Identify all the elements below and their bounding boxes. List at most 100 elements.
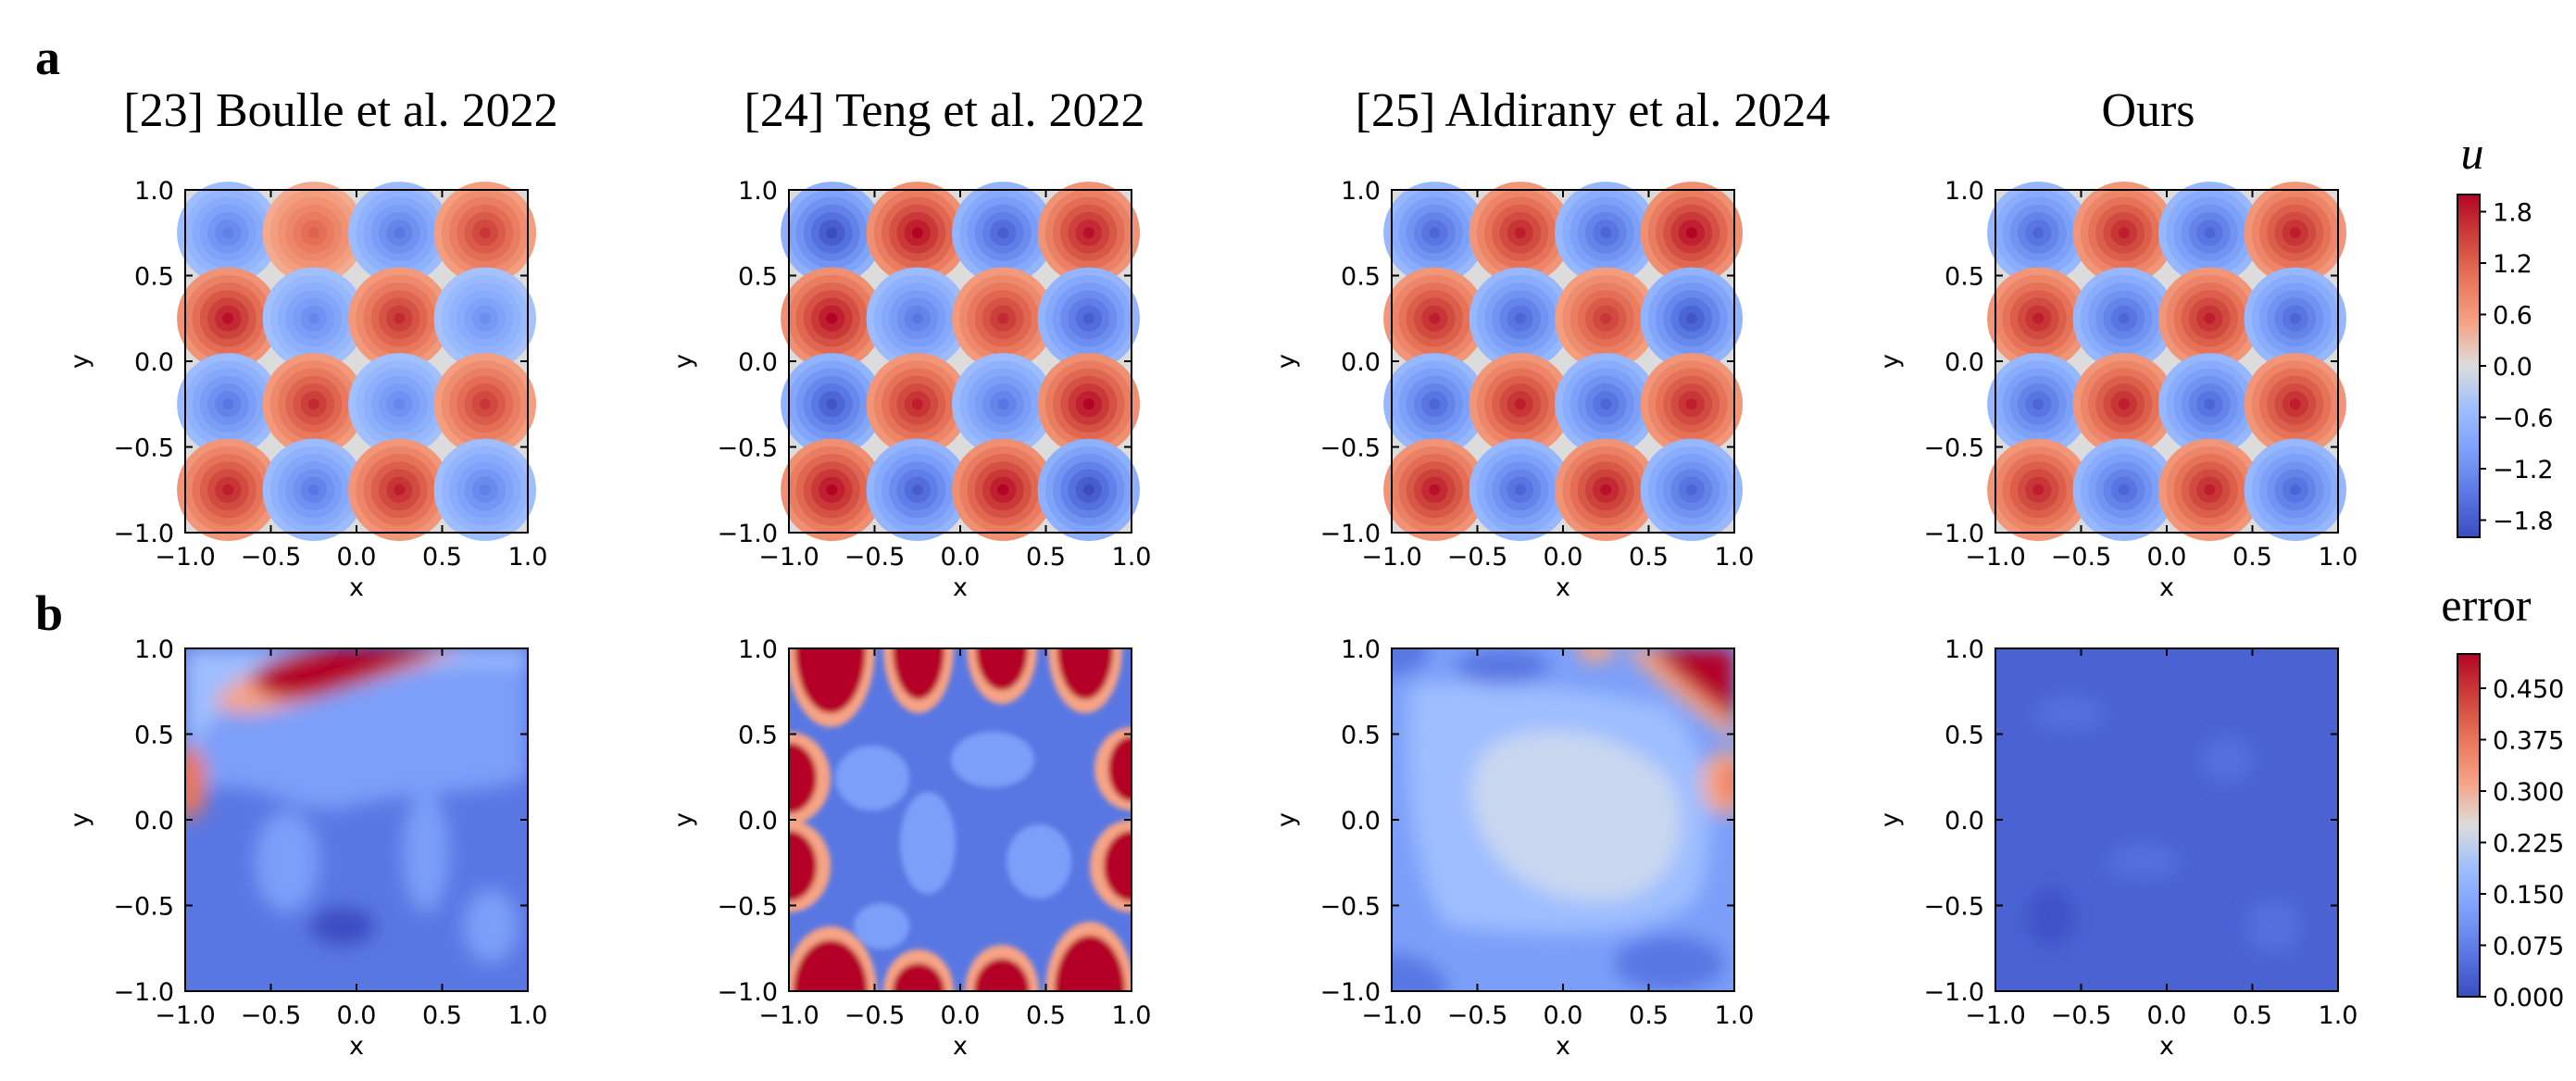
- plot-a-boulle-blob-r2-c1: [262, 353, 365, 456]
- plot-a-teng-contour-r0-c2-7: [997, 227, 1009, 239]
- plot-b-aldirany-y-tick-label: −0.5: [1319, 893, 1381, 922]
- plot-b-boulle: [184, 647, 529, 992]
- plot-a-boulle-y-tick-label: −0.5: [113, 434, 174, 463]
- plot-a-ours-contour-r3-c2-7: [2204, 484, 2216, 496]
- plot-b-aldirany-warm-right-edge: [1702, 750, 1734, 815]
- plot-a-aldirany-axes: −1.0 −0.5 0.0 0.5 1.0 1.0 0.5 0.0 −0.5 −1.0 x y: [1272, 177, 1754, 602]
- plot-b-teng-y-tick-label: 1.0: [738, 635, 778, 664]
- colorbar-u-tick-label: −0.6: [2493, 405, 2554, 434]
- column-title-aldirany: [25] Aldirany et al. 2024: [1356, 84, 1831, 137]
- plot-b-aldirany-x-tick-label: −1.0: [1361, 1001, 1422, 1030]
- plot-a-ours-contour-r2-c0-7: [2032, 398, 2045, 410]
- plot-a-aldirany-contour-r2-c1-7: [1514, 398, 1526, 410]
- plot-a-teng-blob-r3-c1: [866, 438, 969, 541]
- plot-b-boulle-region-hot: [250, 648, 444, 699]
- plot-a-ours-blob-r1-c1: [2072, 267, 2175, 370]
- plot-a-ours-contour-r2-c2-7: [2204, 398, 2216, 410]
- plot-b-ours-y-tick-label: 0.5: [1945, 722, 1984, 750]
- plot-a-boulle-contour-r1-c1-7: [307, 312, 319, 324]
- plot-a-teng-blob-r1-c3: [1037, 267, 1141, 370]
- plot-a-boulle-blob-r2-c0: [177, 353, 280, 456]
- plot-a-aldirany-blob-r1-c2: [1555, 267, 1657, 370]
- plot-b-boulle-x-tick-label: 0.0: [337, 1001, 377, 1030]
- plot-b-teng-right-blob-2: [1104, 831, 1132, 901]
- plot-a-boulle-contour-r2-c0-7: [222, 398, 234, 410]
- plot-a-ours-blob-r2-c2: [2158, 353, 2261, 456]
- plot-b-ours-x-tick-label: 0.5: [2232, 1001, 2272, 1030]
- plot-a-ours-ylabel: y: [1876, 354, 1905, 369]
- plot-b-boulle-x-tick-label: −1.0: [155, 1001, 216, 1030]
- plot-a-ours-contour-r0-c0-7: [2032, 227, 2045, 239]
- plot-b-boulle-axes: −1.0 −0.5 0.0 0.5 1.0 1.0 0.5 0.0 −0.5 −1.0 x y: [66, 635, 547, 1061]
- colorbar-u-label: u: [2461, 127, 2484, 179]
- plot-a-ours-x-tick-label: 1.0: [2319, 543, 2358, 572]
- plot-b-teng-x-tick-label: 1.0: [1112, 1001, 1152, 1030]
- plot-b-boulle-y-tick-label: −1.0: [113, 978, 174, 1007]
- plot-a-teng-contour-r3-c3-7: [1082, 484, 1094, 496]
- plot-b-boulle-ylabel: y: [66, 812, 94, 827]
- plot-a-ours-contour-r0-c2-7: [2204, 227, 2216, 239]
- plot-a-teng-contour-r0-c1-7: [911, 227, 923, 239]
- plot-a-aldirany-blob-r3-c3: [1640, 438, 1744, 541]
- plot-a-aldirany-blob-r3-c2: [1555, 438, 1657, 541]
- plot-a-aldirany-blob-r3-c0: [1383, 438, 1486, 541]
- plot-a-ours-blob-r1-c0: [1987, 267, 2090, 370]
- plot-b-teng-left-blob-2: [789, 831, 817, 901]
- plot-b-boulle-y-tick-label: 1.0: [134, 635, 174, 664]
- plot-b-aldirany-y-tick-label: 0.5: [1341, 722, 1381, 750]
- plot-a-teng-contour-r1-c2-7: [997, 312, 1009, 324]
- plot-a-aldirany-contour-r2-c3-7: [1685, 398, 1697, 410]
- plot-a-teng-contour-r3-c2-7: [997, 484, 1009, 496]
- plot-a-ours-y-tick-label: 0.5: [1945, 263, 1984, 292]
- plot-b-aldirany-region-center: [1471, 730, 1681, 901]
- plot-b-teng-top-blob-2: [893, 648, 944, 699]
- plot-a-teng-x-tick-label: −1.0: [758, 543, 819, 572]
- plot-a-aldirany-blob-r1-c1: [1469, 267, 1572, 370]
- plot-a-teng-contour-r1-c0-7: [826, 312, 838, 324]
- plot-a-boulle-contour-r0-c1-7: [307, 227, 319, 239]
- plot-a-teng-blob-r1-c0: [781, 267, 883, 370]
- plot-a-teng-blob-r2-c2: [952, 353, 1055, 456]
- plot-b-aldirany-y-tick-label: −1.0: [1319, 978, 1381, 1007]
- plot-a-boulle-field: [177, 182, 536, 541]
- plot-a-teng-axes: −1.0 −0.5 0.0 0.5 1.0 1.0 0.5 0.0 −0.5 −1.0 x y: [669, 177, 1151, 602]
- plot-b-teng-left-blob-1: [789, 743, 817, 813]
- plot-a-aldirany-blob-r0-c2: [1555, 182, 1657, 284]
- plot-b-teng-y-tick-label: −1.0: [717, 978, 778, 1007]
- plot-a-ours-contour-r3-c0-7: [2032, 484, 2045, 496]
- plot-b-aldirany-axes: −1.0 −0.5 0.0 0.5 1.0 1.0 0.5 0.0 −0.5 −1.0 x y: [1272, 635, 1754, 1061]
- plot-b-aldirany-low-bottom-right: [1614, 936, 1725, 991]
- column-title-boulle: [23] Boulle et al. 2022: [123, 84, 557, 137]
- plot-a-aldirany-blob-r0-c3: [1640, 182, 1744, 284]
- plot-a-ours-axes: −1.0 −0.5 0.0 0.5 1.0 1.0 0.5 0.0 −0.5 −1.0 x y: [1876, 177, 2357, 602]
- plot-b-boulle-patch-3: [463, 889, 519, 963]
- plot-a-ours-blob-r0-c0: [1987, 182, 2090, 284]
- plot-a-teng-contour-r3-c1-7: [911, 484, 923, 496]
- plot-b-aldirany-x-tick-label: 1.0: [1715, 1001, 1755, 1030]
- plot-a-teng-x-tick-label: −0.5: [844, 543, 906, 572]
- plot-a-boulle-xlabel: x: [349, 573, 364, 602]
- plot-b-teng-y-tick-label: 0.5: [738, 722, 778, 750]
- plot-b-boulle-x-tick-label: −0.5: [241, 1001, 302, 1030]
- colorbar-u-gradient: [2457, 194, 2481, 538]
- plot-a-boulle-contour-r2-c2-7: [394, 398, 406, 410]
- plot-a-aldirany-field: [1383, 182, 1744, 541]
- plot-b-ours-x-tick-label: 0.0: [2147, 1001, 2187, 1030]
- plot-a-aldirany-blob-r2-c1: [1469, 353, 1572, 456]
- plot-a-aldirany-contour-r3-c2-7: [1600, 484, 1612, 496]
- plot-a-aldirany-x-tick-label: 0.0: [1544, 543, 1583, 572]
- plot-b-aldirany-low-top: [1457, 648, 1549, 685]
- plot-a-boulle-y-tick-label: 1.0: [134, 177, 174, 206]
- plot-a-boulle-blob-r0-c2: [348, 182, 451, 284]
- plot-b-teng-ylabel: y: [669, 812, 698, 827]
- axes-layer: −1.0 −0.5 0.0 0.5 1.01.00.50.0−0.5−1.0xy−1.0…: [66, 177, 2357, 1061]
- plot-a-ours-contour-r3-c1-7: [2118, 484, 2130, 496]
- plot-b-teng-x-tick-label: 0.0: [941, 1001, 981, 1030]
- plot-b-ours-ylabel: y: [1876, 812, 1905, 827]
- plot-a-teng-blob-r2-c1: [866, 353, 969, 456]
- plot-a-aldirany-contour-r1-c1-7: [1514, 312, 1526, 324]
- colorbar-error-tick-label: 0.225: [2493, 830, 2564, 859]
- plot-b-boulle-y-tick-label: −0.5: [113, 893, 174, 922]
- plot-a-boulle-blob-r2-c2: [348, 353, 451, 456]
